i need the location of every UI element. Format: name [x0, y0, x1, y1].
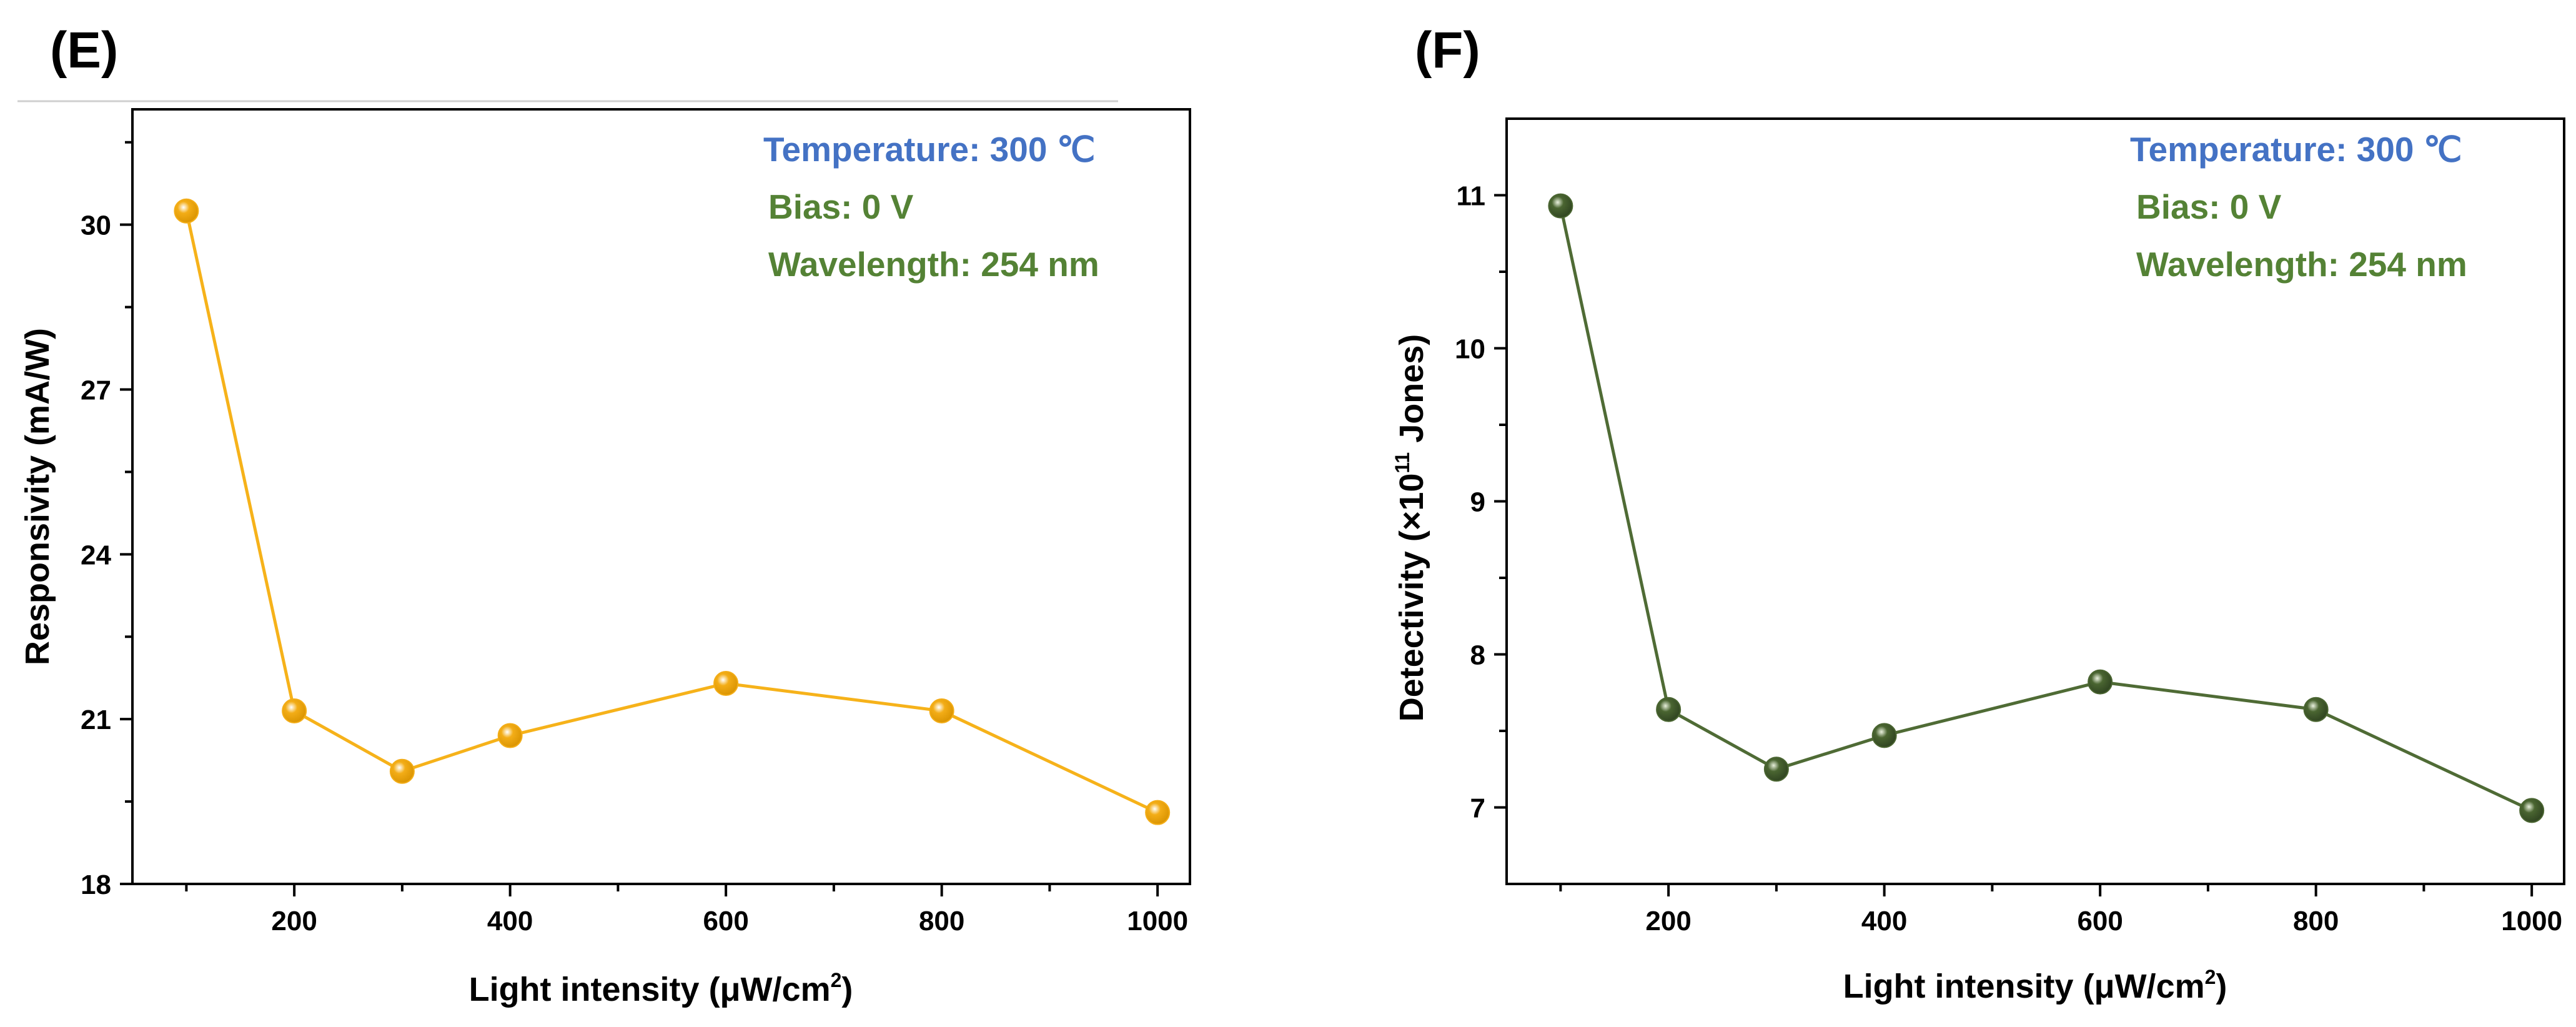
y-tick-label-f-3: 10 [1455, 334, 1485, 365]
series-line-e [184, 211, 1159, 814]
axis-ticks-f [1494, 194, 2534, 896]
data-series-e [174, 198, 1171, 825]
data-point-e-2 [389, 758, 415, 784]
data-point-e-5 [929, 698, 954, 723]
annotation-wavelength-e: Wavelength: 254 nm [768, 245, 1099, 284]
plot-frame-f [1505, 117, 2565, 885]
y-tick-labels-e: 18 21 24 27 30 [81, 211, 111, 900]
y-tick-label-e-0: 18 [81, 870, 111, 900]
annotation-bias-e: Bias: 0 V [768, 187, 914, 226]
y-tick-label-f-0: 7 [1470, 793, 1485, 824]
x-axis-title-e: Light intensity (μW/cm2) [469, 969, 853, 1008]
x-axis-title-f: Light intensity (μW/cm2) [1843, 966, 2227, 1005]
x-tick-label-f-3: 800 [2293, 906, 2339, 936]
axis-ticks-e [120, 141, 1159, 896]
x-tick-label-e-1: 400 [487, 906, 533, 936]
data-point-f-6 [2519, 798, 2545, 823]
y-tick-label-f-2: 9 [1470, 487, 1485, 518]
x-tick-label-f-0: 200 [1645, 906, 1691, 936]
y-tick-label-e-1: 21 [81, 705, 111, 735]
x-tick-label-e-3: 800 [919, 906, 964, 936]
y-tick-label-f-1: 8 [1470, 640, 1485, 671]
annotation-temperature-f: Temperature: 300 ℃ [2130, 130, 2462, 169]
data-point-e-6 [1145, 800, 1171, 825]
y-tick-label-e-4: 30 [81, 211, 111, 241]
x-tick-label-e-0: 200 [271, 906, 317, 936]
y-tick-label-e-3: 27 [81, 375, 111, 406]
annotation-bias-f: Bias: 0 V [2136, 187, 2282, 226]
y-axis-title-f: Detectivity (×1011 Jones) [1391, 334, 1430, 722]
annotation-wavelength-f: Wavelength: 254 nm [2136, 245, 2467, 284]
y-axis-title-e: Responsivity (mA/W) [19, 328, 56, 665]
y-tick-label-f-4: 11 [1456, 181, 1485, 212]
x-tick-label-f-4: 1000 [2501, 906, 2562, 936]
data-point-e-3 [497, 723, 523, 748]
x-tick-labels-f: 200 400 600 800 1000 [1645, 906, 2562, 936]
x-tick-label-f-2: 600 [2077, 906, 2123, 936]
data-point-f-5 [2303, 697, 2329, 722]
data-point-f-0 [1548, 193, 1573, 219]
plot-frame-e [131, 108, 1191, 885]
data-point-f-3 [1871, 723, 1897, 748]
data-point-f-1 [1656, 697, 1682, 722]
series-line-f [1558, 206, 2533, 812]
data-point-e-0 [174, 198, 199, 224]
panel-e: (E) 200 400 600 800 1000 18 21 24 27 30 Light in… [19, 22, 1191, 1008]
data-point-f-4 [2088, 669, 2113, 695]
y-tick-labels-f: 7 8 9 10 11 [1455, 181, 1485, 824]
data-point-e-1 [282, 698, 307, 723]
x-tick-label-e-2: 600 [703, 906, 748, 936]
x-tick-label-f-1: 400 [1861, 906, 1907, 936]
data-series-f [1548, 193, 2545, 823]
panel-f: (F) 200 400 600 800 1000 7 8 9 10 11 Light inten… [1391, 22, 2565, 1005]
panel-label-e: (E) [50, 22, 118, 79]
data-point-f-2 [1763, 757, 1789, 782]
x-tick-label-e-4: 1000 [1127, 906, 1188, 936]
y-tick-label-e-2: 24 [81, 540, 111, 570]
data-point-e-4 [713, 671, 739, 697]
x-tick-labels-e: 200 400 600 800 1000 [271, 906, 1188, 936]
annotation-temperature-e: Temperature: 300 ℃ [763, 130, 1096, 169]
panel-label-f: (F) [1415, 22, 1480, 79]
